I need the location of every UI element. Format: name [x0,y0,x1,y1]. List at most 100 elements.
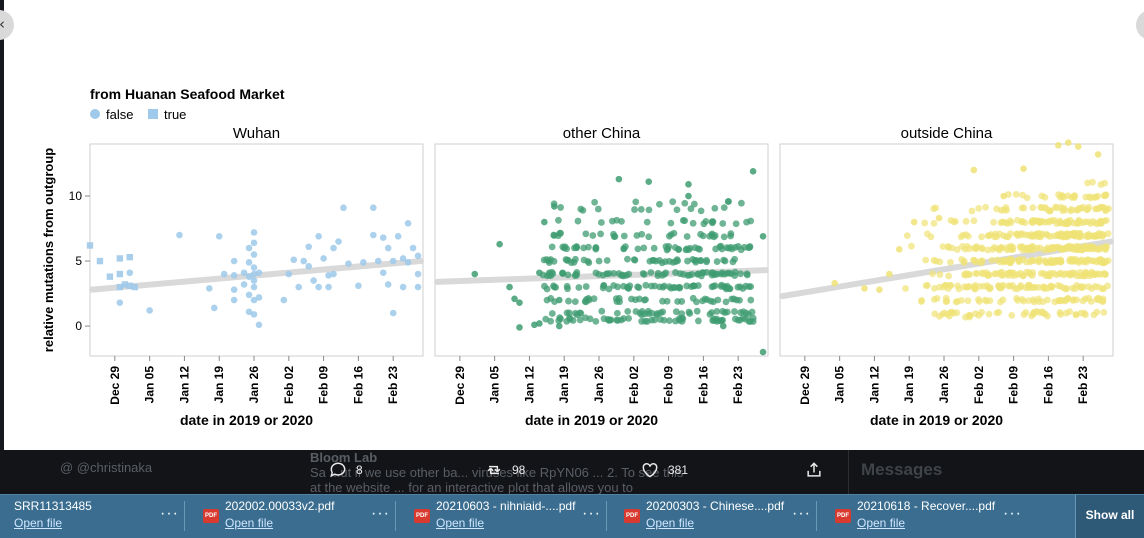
data-point [116,283,124,291]
x-tick-label: Feb 09 [662,366,676,404]
divider [184,501,185,531]
data-point [516,324,523,331]
data-point [126,253,133,261]
download-item[interactable]: PDF 20200303 - Chinese....pdf Open file … [620,495,830,538]
data-point [661,258,669,266]
data-point [592,244,600,252]
data-point [245,291,253,299]
open-file-link[interactable]: Open file [646,516,695,530]
data-point [116,299,124,306]
data-point [557,229,564,237]
download-item[interactable]: PDF 202002.00033v2.pdf Open file ··· [199,495,409,538]
data-point [679,216,687,224]
data-point [543,285,551,293]
data-point [250,296,258,304]
data-point [1005,282,1012,290]
download-options-button[interactable]: ··· [371,505,390,522]
data-point [577,309,585,317]
data-point [1050,269,1058,277]
data-point [697,257,704,264]
divider [816,501,817,531]
open-file-link[interactable]: Open file [14,516,63,530]
download-options-button[interactable]: ··· [1003,505,1022,522]
data-point [305,262,312,270]
download-item[interactable]: PDF 20210618 - Recover....pdf Open file … [831,495,1041,538]
show-all-button[interactable]: Show all [1075,495,1144,538]
download-item[interactable]: SRR11313485 Open file ··· [0,495,198,538]
data-point [659,308,667,316]
data-point [1059,246,1066,253]
share-button[interactable] [804,460,824,480]
data-point [612,295,620,303]
data-point [681,199,689,207]
open-file-link[interactable]: Open file [436,516,485,530]
data-point [589,232,597,239]
data-point [585,296,593,304]
data-point [931,284,938,292]
data-point [550,203,558,210]
figure-panel: from Huanan Seafood Market false true relat… [4,0,1144,450]
data-point [614,317,622,324]
data-point [571,298,579,306]
x-tick-label: Jan 26 [937,366,951,404]
retweet-button[interactable]: 98 [484,460,525,480]
next-button[interactable] [1136,10,1144,40]
data-point [1054,232,1062,239]
data-point [335,238,342,245]
open-file-link[interactable]: Open file [857,516,906,530]
x-tick-label: Feb 16 [351,366,365,404]
data-point [559,269,566,277]
data-point [886,270,893,278]
data-point [993,233,1001,241]
open-file-link[interactable]: Open file [225,516,274,530]
data-point [1081,218,1089,226]
data-point [1072,230,1079,238]
pdf-file-icon: PDF [414,509,430,523]
download-options-button[interactable]: ··· [582,505,601,522]
download-options-button[interactable]: ··· [160,505,179,522]
data-point [982,203,990,211]
data-point [738,199,745,207]
data-point [1003,244,1011,252]
data-point [665,317,673,325]
data-point [656,257,663,264]
data-point [922,256,930,264]
data-point [1061,297,1069,305]
data-point [573,243,580,250]
data-point [1017,283,1024,291]
reply-button[interactable]: 8 [328,460,363,480]
data-point [230,286,238,293]
data-point [1064,139,1072,146]
data-point [665,243,673,250]
data-point [978,245,986,253]
messages-header[interactable]: Messages [848,450,1144,494]
data-point [240,281,248,288]
data-point [991,243,998,251]
data-point [1066,257,1073,265]
share-icon [807,462,821,477]
data-point [970,256,977,264]
data-point [656,316,664,323]
previous-button[interactable]: ‹ [0,10,14,40]
download-options-button[interactable]: ··· [792,505,811,522]
data-point [605,285,613,293]
data-point [1099,297,1107,305]
data-point [1007,219,1015,227]
data-point [1078,256,1086,264]
data-point [1008,269,1016,277]
data-point [280,296,288,304]
data-point [250,311,258,318]
facet-title: outside China [901,125,993,142]
data-point [1044,231,1051,239]
data-point [746,243,754,250]
data-point [633,232,641,239]
data-point [245,259,253,266]
like-button[interactable]: 381 [640,460,688,480]
data-point [1082,311,1089,319]
data-point [660,282,668,290]
data-point [695,270,702,278]
ghost-text: Sa ...ut if we use other ba... viruses l… [310,465,684,480]
data-point [610,269,618,277]
download-item[interactable]: PDF 20210603 - nihniaid-....pdf Open fil… [410,495,620,538]
data-point [1039,298,1047,306]
